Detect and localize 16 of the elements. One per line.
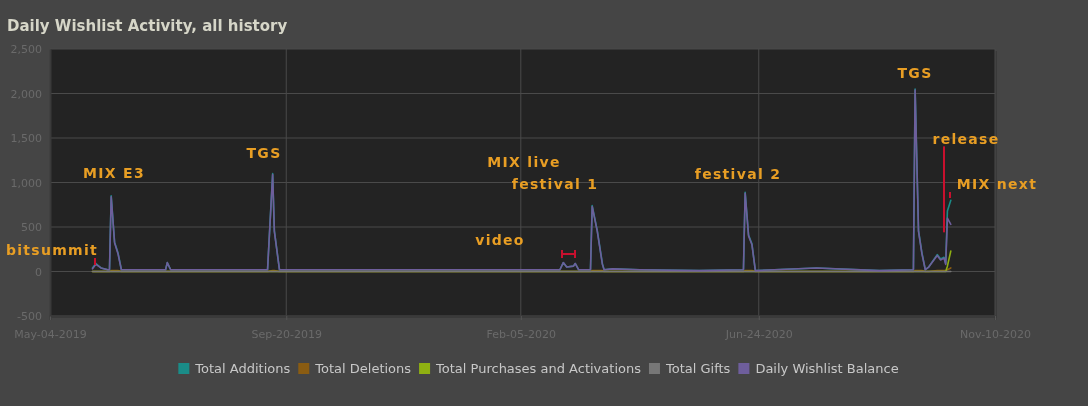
legend-label: Daily Wishlist Balance bbox=[755, 361, 899, 376]
legend-label: Total Gifts bbox=[664, 361, 731, 376]
legend-label: Total Purchases and Activations bbox=[435, 361, 642, 376]
annotation: festival 1 bbox=[511, 176, 599, 192]
legend-label: Total Deletions bbox=[314, 361, 412, 376]
annotation: bitsummit bbox=[5, 242, 99, 258]
annotation: MIX next bbox=[956, 176, 1038, 192]
annotation: video bbox=[475, 232, 525, 248]
chart-title: Daily Wishlist Activity, all history bbox=[7, 17, 288, 35]
annotation: festival 2 bbox=[694, 166, 782, 182]
annotation: TGS bbox=[246, 145, 282, 161]
annotation: MIX E3 bbox=[83, 165, 145, 181]
annotation: MIX live bbox=[487, 154, 561, 170]
annotation: TGS bbox=[897, 65, 933, 81]
annotation: release bbox=[932, 131, 1000, 148]
legend-label: Total Additions bbox=[194, 361, 291, 376]
